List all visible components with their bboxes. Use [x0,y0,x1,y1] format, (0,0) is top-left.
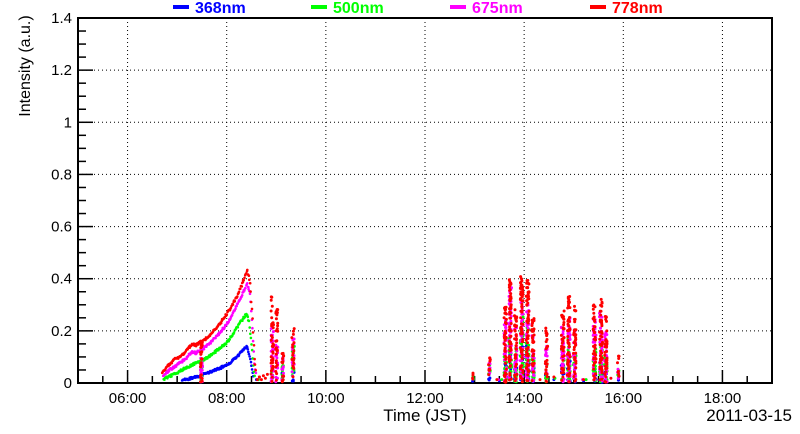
legend-entry-368nm: 368nm [173,0,246,17]
y-tick-label: 0.6 [51,219,72,236]
y-tick-label: 0.8 [51,166,72,183]
axis-ticks [78,17,748,384]
series-500nm [162,312,621,384]
legend-label-675nm: 675nm [472,0,523,17]
y-tick-labels: 0 0.2 0.4 0.6 0.8 1 1.2 1.4 [51,10,72,392]
gridlines [78,18,772,383]
x-tick-label: 16:00 [605,390,643,407]
y-tick-label: 0.2 [51,323,72,340]
x-tick-label: 08:00 [208,390,246,407]
series-675nm [161,282,621,384]
legend-label-500nm: 500nm [333,0,384,17]
legend-label-368nm: 368nm [195,0,246,17]
y-tick-label: 1 [64,114,72,131]
x-tick-label: 10:00 [307,390,345,407]
y-tick-label: 0.4 [51,271,72,288]
y-axis-title: Intensity (a.u.) [17,15,34,117]
date-label: 2011-03-15 [706,406,792,425]
legend-marker-778nm [590,5,606,10]
y-tick-label: 1.2 [51,62,72,79]
x-tick-label: 18:00 [704,390,742,407]
x-tick-label: 14:00 [505,390,543,407]
legend-entry-675nm: 675nm [450,0,523,17]
legend-entry-500nm: 500nm [311,0,384,17]
legend-marker-368nm [173,5,189,10]
x-tick-labels: 06:00 08:00 10:00 12:00 14:00 16:00 18:00 [109,390,741,407]
series-778nm [160,268,621,384]
x-tick-label: 06:00 [109,390,147,407]
legend-label-778nm: 778nm [612,0,663,17]
plot-frame [77,17,773,384]
legend-entry-778nm: 778nm [590,0,663,17]
x-axis-title: Time (JST) [383,406,467,425]
legend-marker-675nm [450,5,466,10]
legend-marker-500nm [311,5,327,10]
legend: 368nm 500nm 675nm 778nm [0,0,800,18]
x-tick-label: 12:00 [406,390,444,407]
y-tick-label: 1.4 [51,10,72,27]
y-tick-label: 0 [64,375,72,392]
